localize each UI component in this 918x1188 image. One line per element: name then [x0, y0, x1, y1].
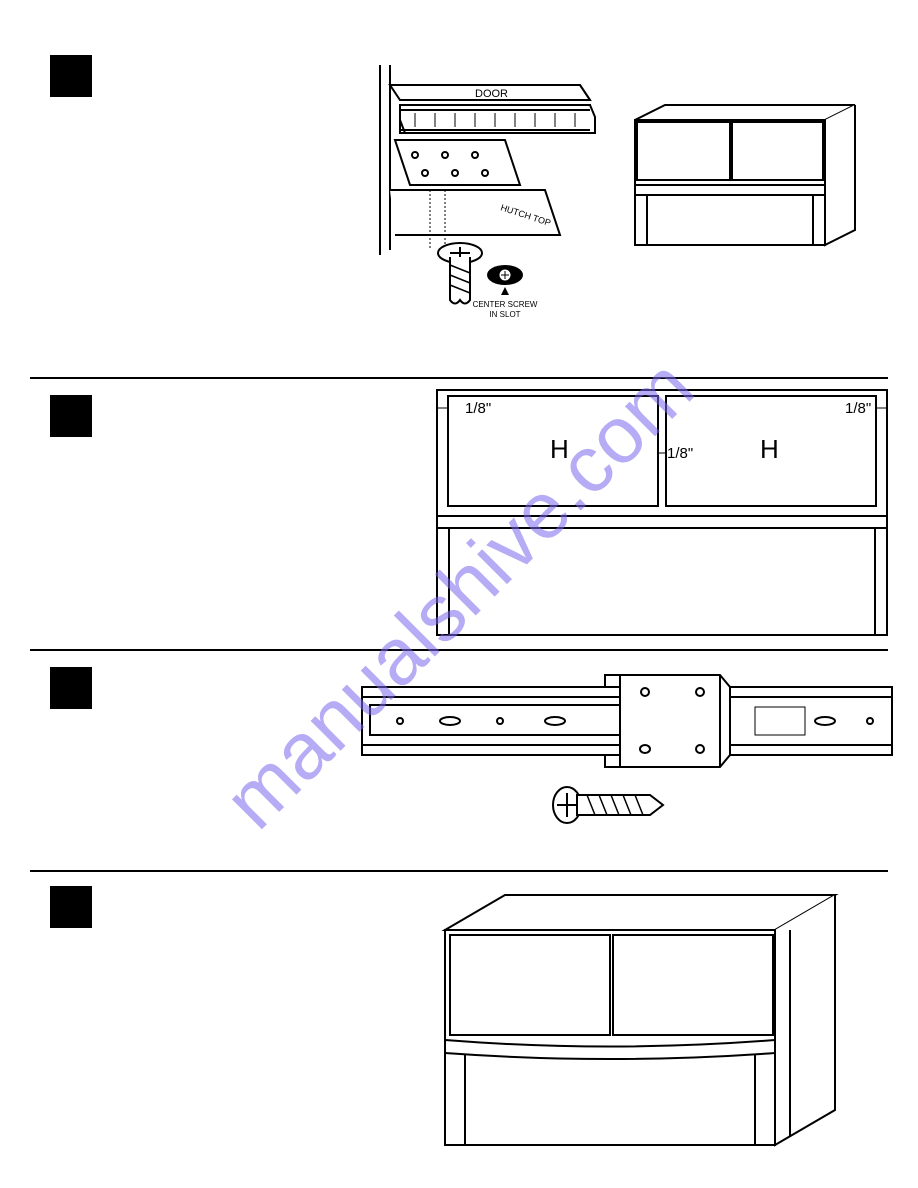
- step-box-2: [50, 395, 92, 437]
- gap-label-mid: 1/8": [667, 445, 693, 462]
- divider-3: [30, 870, 888, 872]
- door-label: DOOR: [475, 88, 508, 100]
- step-box-1: [50, 55, 92, 97]
- section4-diagram: [430, 885, 870, 1170]
- section2-diagram: 1/8" 1/8" 1/8" H H: [435, 388, 890, 643]
- section3-diagram: [360, 667, 895, 862]
- door-h-left: H: [550, 434, 569, 464]
- step-box-3: [50, 667, 92, 709]
- center-screw-label: CENTER SCREW: [473, 300, 538, 309]
- step-box-4: [50, 886, 92, 928]
- gap-label-right: 1/8": [845, 400, 871, 417]
- in-slot-label: IN SLOT: [489, 310, 520, 319]
- divider-2: [30, 649, 888, 651]
- gap-label-left: 1/8": [465, 400, 491, 417]
- section1-diagram: DOOR HUTCH TOP: [345, 55, 875, 355]
- divider-1: [30, 377, 888, 379]
- door-h-right: H: [760, 434, 779, 464]
